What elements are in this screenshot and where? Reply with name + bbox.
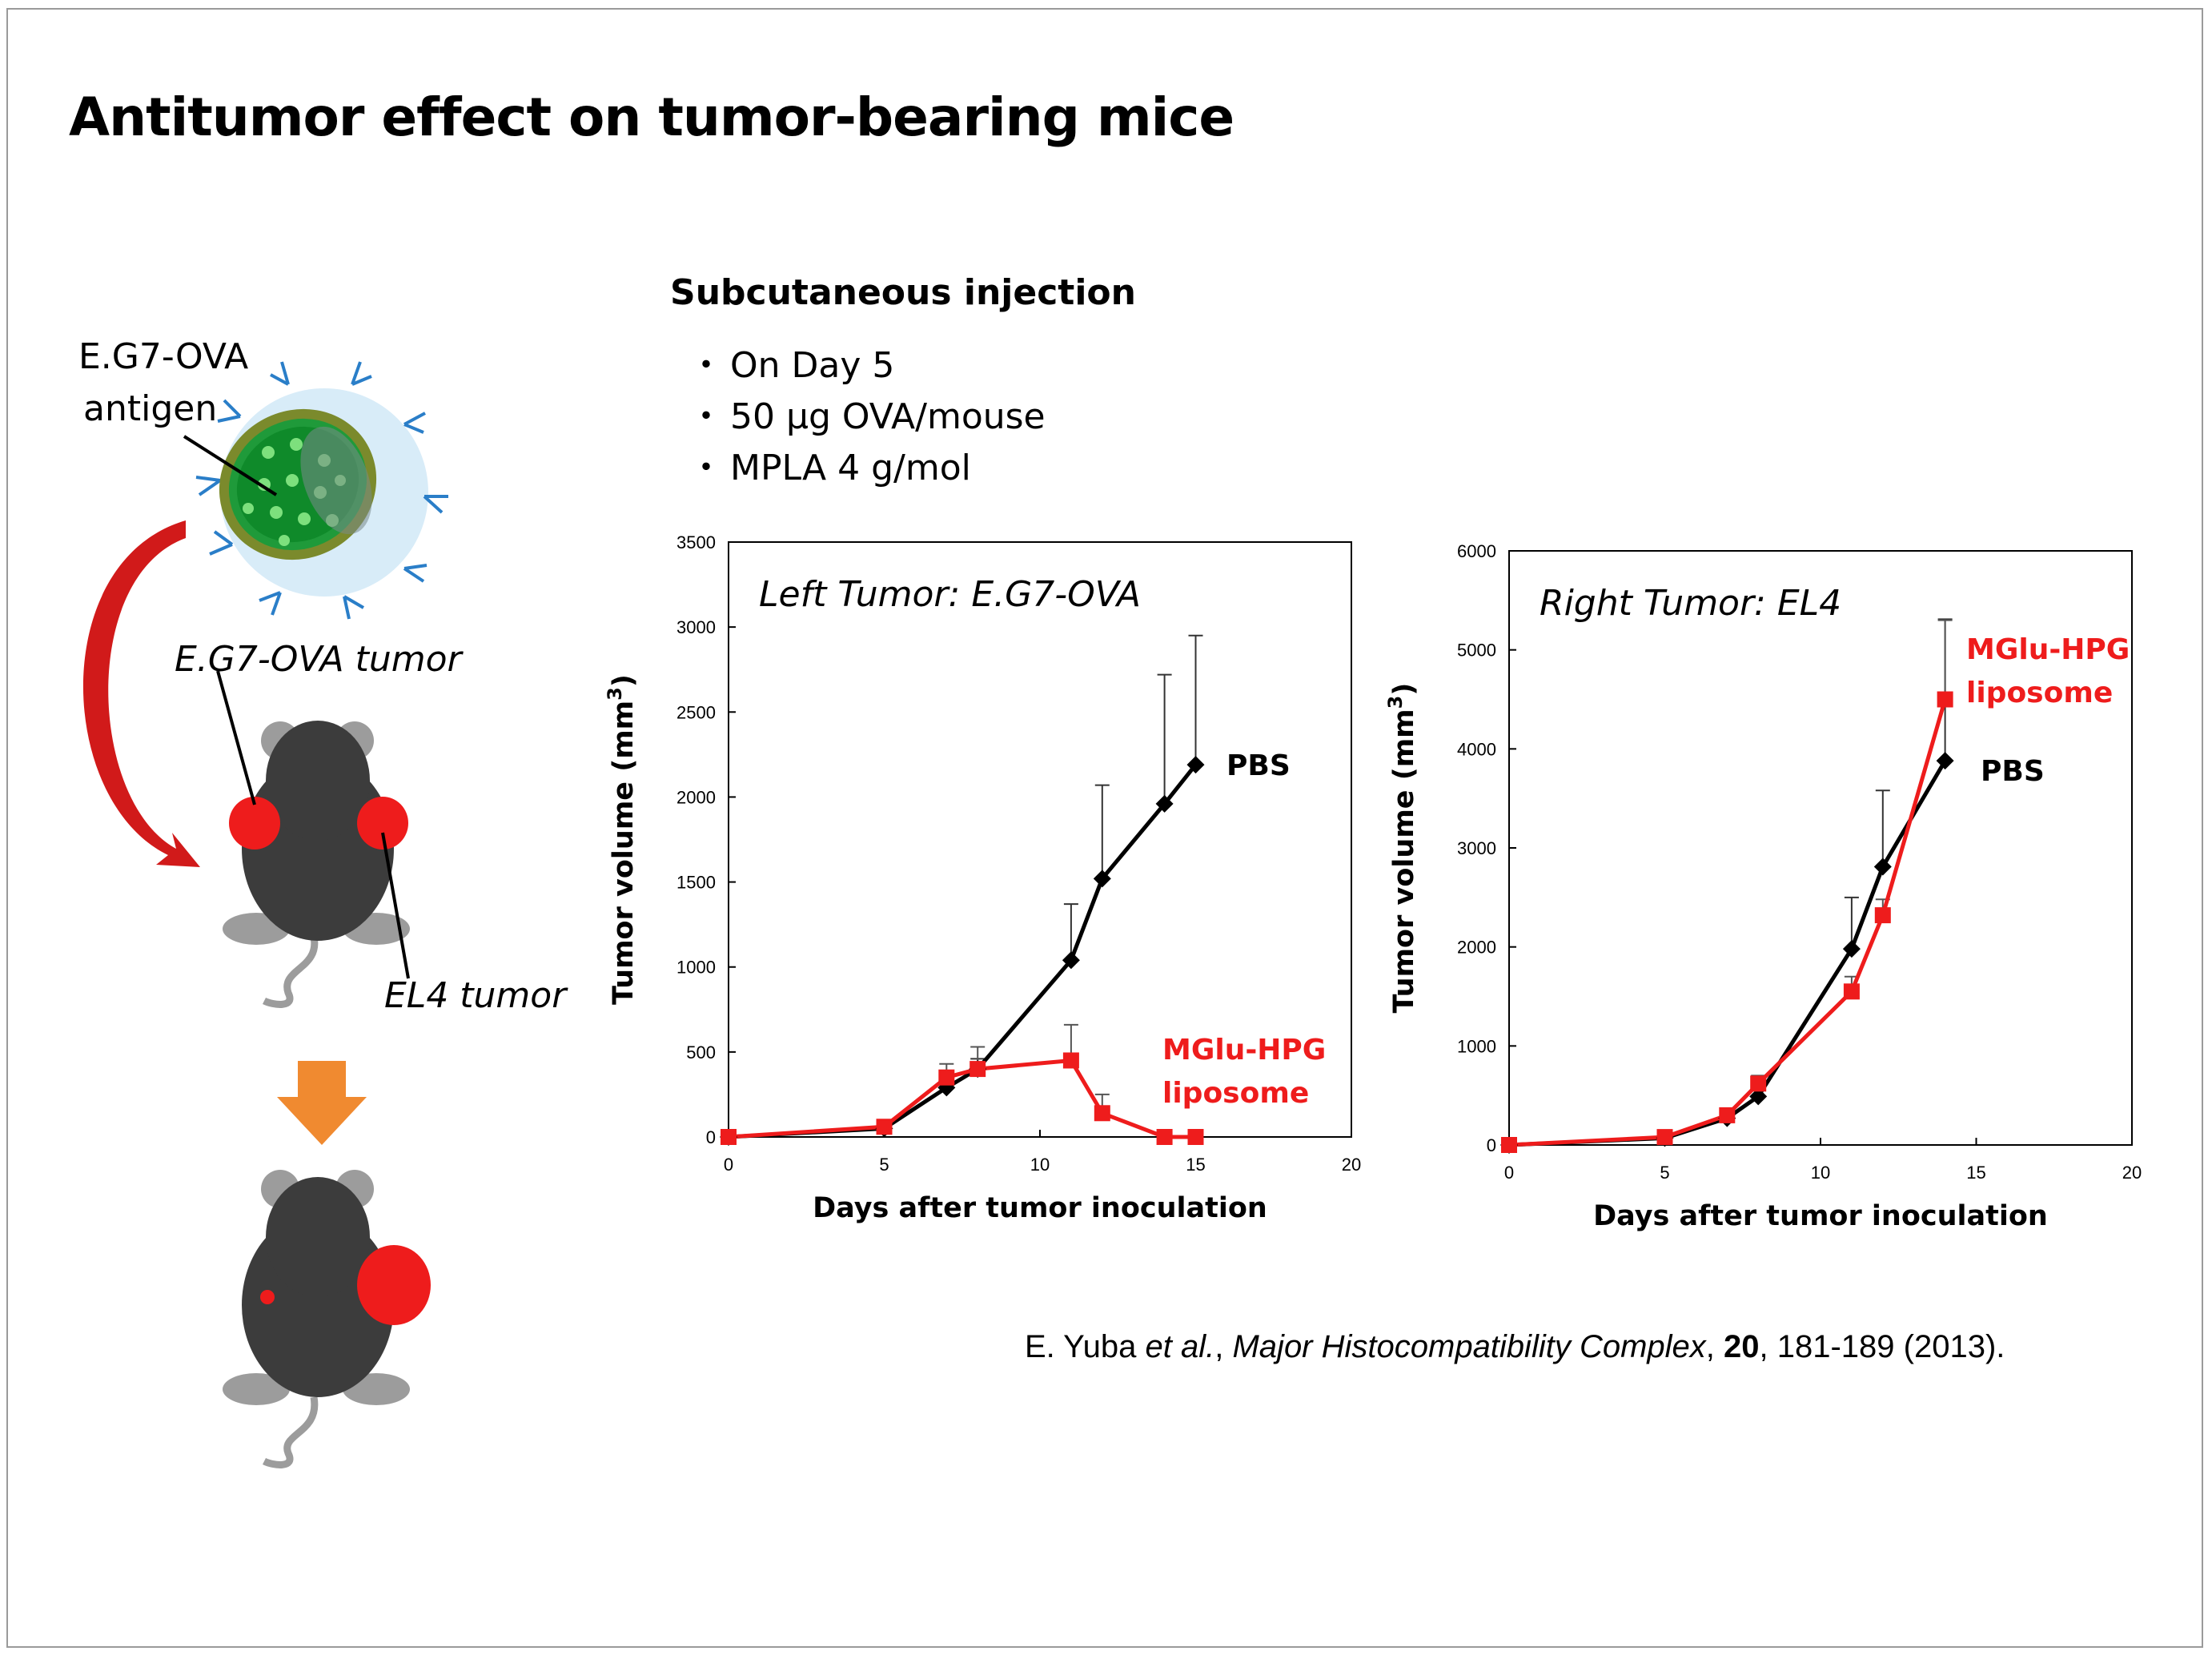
antigen-label-line1: E.G7-OVA (78, 336, 249, 377)
x-tick-label: 0 (1504, 1163, 1514, 1183)
data-point (1156, 1129, 1173, 1145)
data-point (1937, 691, 1953, 708)
data-point (721, 1129, 737, 1145)
data-point (1656, 1129, 1673, 1146)
data-point (1750, 1075, 1767, 1092)
panel-title: Left Tumor: E.G7-OVA (759, 574, 1141, 615)
y-tick-label: 0 (706, 1127, 716, 1147)
citation-authors: E. Yuba (1025, 1329, 1137, 1364)
x-tick-label: 0 (724, 1155, 733, 1175)
liposome-icon (195, 361, 448, 620)
y-axis-title-end: ) (608, 674, 640, 687)
slide-frame (6, 8, 2203, 1648)
data-point (1749, 1087, 1768, 1106)
x-tick-label: 15 (1966, 1163, 1985, 1183)
data-point (1062, 1052, 1079, 1069)
x-axis-title: Days after tumor inoculation (813, 1192, 1267, 1224)
y-tick-label: 1000 (676, 958, 716, 978)
data-point (1936, 752, 1954, 770)
y-tick-label: 2000 (676, 787, 716, 807)
series-label-pbs: PBS (1226, 749, 1291, 782)
y-axis-title-main: Tumor volume (mm (1388, 709, 1420, 1013)
y-axis-title-sup: 3 (604, 687, 626, 701)
x-tick-label: 5 (1660, 1163, 1669, 1183)
citation-rest: , 181-189 (2013). (1759, 1329, 2005, 1364)
antigen-pointer (183, 435, 278, 496)
el4-tumor-label: EL4 tumor (384, 975, 567, 1016)
y-tick-label: 3000 (1457, 838, 1496, 858)
data-point (1719, 1107, 1736, 1123)
series-label-pbs: PBS (1981, 755, 2045, 788)
injection-arrow-icon (82, 520, 200, 867)
series-label-liposome-2: liposome (1162, 1077, 1309, 1110)
citation: E. Yuba et al., Major Histocompatibility… (1025, 1329, 2005, 1364)
series-label-liposome-1: MGlu-HPG (1966, 633, 2130, 666)
y-tick-label: 3000 (676, 617, 716, 637)
x-tick-label: 5 (879, 1155, 889, 1175)
y-axis-title: Tumor volume (mm3) (1384, 683, 1420, 1014)
series-label-liposome-1: MGlu-HPG (1162, 1034, 1326, 1067)
mouse-after-icon (223, 1170, 431, 1468)
series-line (728, 1058, 1196, 1139)
y-tick-label: 6000 (1457, 541, 1496, 561)
x-tick-label: 20 (2122, 1163, 2142, 1183)
data-point (938, 1069, 955, 1086)
citation-journal: Major Histocompatibility Complex (1232, 1329, 1706, 1364)
antigen-label-line2: antigen (83, 388, 218, 429)
data-point (1093, 870, 1111, 888)
eg7-tumor-pointer (216, 670, 256, 805)
panel-title: Right Tumor: EL4 (1540, 583, 1841, 624)
y-tick-label: 0 (1487, 1135, 1496, 1155)
x-axis-title: Days after tumor inoculation (1593, 1200, 2048, 1232)
y-axis-title-sup: 3 (1384, 696, 1407, 709)
bullet-day: On Day 5 (688, 340, 1046, 392)
citation-volume: 20 (1724, 1329, 1760, 1364)
data-point (1874, 907, 1891, 924)
series-label-liposome-2: liposome (1966, 677, 2113, 709)
data-point (1501, 1137, 1517, 1153)
data-point (1155, 794, 1174, 813)
injection-title: Subcutaneous injection (670, 272, 1136, 313)
data-point (970, 1061, 986, 1078)
data-point (1187, 1129, 1204, 1145)
data-point (1843, 983, 1860, 1000)
bullet-mpla: MPLA 4 g/mol (688, 443, 1046, 494)
y-tick-label: 500 (686, 1042, 716, 1062)
y-tick-label: 5000 (1457, 641, 1496, 661)
y-tick-label: 2500 (676, 702, 716, 722)
y-tick-label: 1500 (676, 873, 716, 893)
y-tick-label: 3500 (676, 532, 716, 552)
x-tick-label: 20 (1342, 1155, 1361, 1175)
data-point (1842, 940, 1861, 958)
x-tick-label: 10 (1030, 1155, 1050, 1175)
y-tick-label: 2000 (1457, 938, 1496, 958)
x-tick-label: 10 (1811, 1163, 1830, 1183)
x-tick-label: 15 (1186, 1155, 1205, 1175)
el4-tumor-pointer (381, 832, 410, 979)
eg7-tumor-label: E.G7-OVA tumor (175, 639, 462, 680)
y-axis-title: Tumor volume (mm3) (604, 674, 640, 1005)
data-point (1186, 756, 1205, 774)
data-point (1062, 951, 1080, 970)
bullet-dose: 50 µg OVA/mouse (688, 392, 1046, 443)
down-arrow-icon (277, 1061, 367, 1145)
y-axis-title-main: Tumor volume (mm (608, 701, 640, 1005)
y-tick-label: 1000 (1457, 1036, 1496, 1056)
series-line (1508, 759, 1947, 1147)
citation-etal: et al. (1145, 1329, 1215, 1364)
y-axis-title-end: ) (1388, 683, 1420, 696)
y-tick-label: 4000 (1457, 739, 1496, 759)
data-point (876, 1119, 893, 1135)
data-point (1873, 858, 1892, 876)
injection-bullets: On Day 5 50 µg OVA/mouse MPLA 4 g/mol (688, 340, 1046, 494)
mouse-before-icon (223, 721, 410, 1008)
page-title: Antitumor effect on tumor-bearing mice (69, 86, 1234, 148)
series-line (728, 763, 1198, 1139)
data-point (1094, 1105, 1110, 1122)
